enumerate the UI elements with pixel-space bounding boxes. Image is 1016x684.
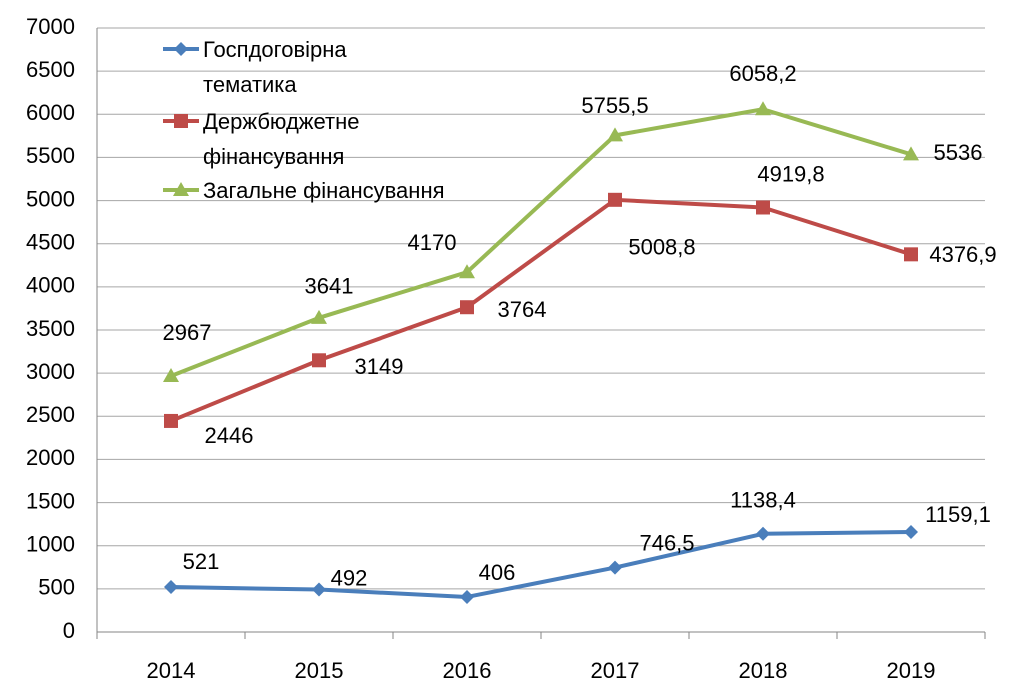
y-tick-label: 4500 [26, 230, 75, 255]
data-label: 406 [479, 560, 516, 585]
data-label: 5755,5 [581, 93, 648, 118]
y-tick-label: 6500 [26, 57, 75, 82]
legend-marker [174, 42, 188, 56]
data-label: 4919,8 [757, 161, 824, 186]
data-label: 4170 [408, 230, 457, 255]
y-tick-label: 7000 [26, 14, 75, 39]
data-label: 3641 [305, 274, 354, 299]
data-point [607, 127, 623, 142]
data-label: 6058,2 [729, 61, 796, 86]
x-tick-label: 2016 [443, 658, 492, 683]
series-line [170, 107, 912, 378]
data-point [756, 526, 770, 541]
y-tick-label: 2500 [26, 402, 75, 427]
data-label: 521 [183, 549, 220, 574]
data-label: 746,5 [639, 530, 694, 555]
legend-marker [174, 114, 188, 128]
data-point [608, 192, 622, 207]
data-point [755, 101, 771, 116]
y-tick-label: 4000 [26, 273, 75, 298]
x-tick-label: 2017 [591, 658, 640, 683]
y-tick-label: 0 [63, 618, 75, 643]
y-tick-label: 5000 [26, 186, 75, 211]
data-point [312, 353, 326, 368]
data-label: 2446 [205, 423, 254, 448]
y-tick-label: 1000 [26, 532, 75, 557]
data-point [164, 580, 178, 595]
data-point [756, 200, 770, 215]
y-tick-label: 5500 [26, 143, 75, 168]
data-point [904, 247, 918, 262]
data-point [460, 300, 474, 315]
data-label: 492 [331, 565, 368, 590]
data-point [163, 367, 179, 382]
data-point [460, 589, 474, 604]
data-label: 1138,4 [730, 488, 796, 513]
x-tick-label: 2015 [295, 658, 344, 683]
data-point [904, 524, 918, 539]
legend-label: Загальне фінансування [203, 178, 445, 203]
y-tick-label: 500 [38, 575, 75, 600]
y-tick-label: 2000 [26, 445, 75, 470]
y-tick-label: 3000 [26, 359, 75, 384]
y-tick-label: 6000 [26, 100, 75, 125]
data-point [459, 264, 475, 279]
x-tick-label: 2019 [887, 658, 936, 683]
data-label: 5008,8 [628, 235, 695, 260]
x-tick-label: 2018 [739, 658, 788, 683]
data-point [311, 309, 327, 324]
legend-label: Госпдоговірна тематика [203, 37, 347, 97]
data-label: 5536 [934, 140, 983, 165]
series-line [170, 197, 912, 423]
data-point [608, 560, 622, 575]
legend-marker [173, 182, 189, 196]
y-tick-label: 3500 [26, 316, 75, 341]
y-tick-label: 1500 [26, 488, 75, 513]
data-label: 3149 [355, 354, 404, 379]
data-label: 3764 [498, 297, 547, 322]
data-label: 2967 [163, 320, 212, 345]
data-point [903, 146, 919, 161]
data-label: 1159,1 [925, 502, 991, 527]
data-point [312, 582, 326, 597]
series-line [170, 529, 912, 599]
data-label: 4376,9 [929, 242, 996, 267]
legend-label: Держбюджетне фінансування [203, 109, 360, 169]
data-point [164, 413, 178, 428]
x-tick-label: 2014 [147, 658, 196, 683]
